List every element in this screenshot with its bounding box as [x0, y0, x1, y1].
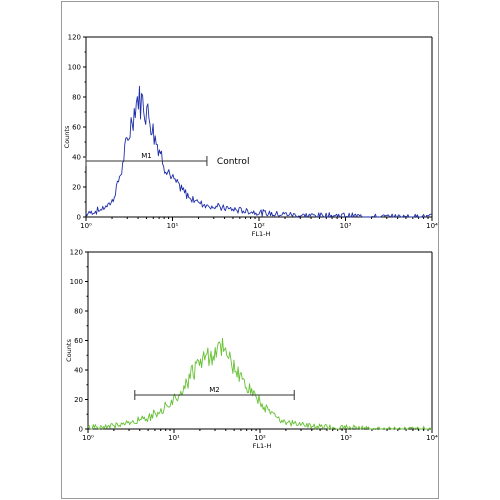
x-axis-title: FL1-H [253, 442, 272, 450]
gate-label: M1 [141, 152, 152, 160]
y-axis-title: Counts [63, 125, 71, 148]
x-tick-label: 10³ [340, 434, 352, 442]
y-tick-label: 120 [70, 249, 83, 257]
y-tick-label: 60 [72, 124, 81, 132]
histogram-trace [87, 337, 432, 430]
y-tick-label: 60 [74, 337, 83, 345]
x-axis-title: FL1-H [252, 230, 271, 238]
y-tick-label: 80 [72, 94, 81, 102]
x-tick-label: 10² [254, 434, 266, 442]
x-tick-label: 10⁰ [80, 222, 92, 230]
control-label: Control [217, 157, 250, 167]
histogram-trace [85, 85, 433, 218]
x-tick-label: 10⁴ [426, 434, 438, 442]
y-tick-label: 0 [79, 426, 83, 434]
y-tick-label: 20 [72, 184, 81, 192]
y-tick-label: 40 [74, 367, 83, 375]
x-tick-label: 10¹ [168, 434, 180, 442]
y-tick-label: 100 [70, 278, 83, 286]
histogram-panel-2: 0 20 40 60 80 100 120 10⁰ 10¹ 10² 10³ 10⁴ FL1-H Count… [65, 249, 438, 451]
x-tick-label: 10² [253, 222, 265, 230]
x-tick-label: 10¹ [167, 222, 179, 230]
x-tick-label: 10³ [340, 222, 352, 230]
y-tick-label: 80 [74, 308, 83, 316]
histogram-panels: 0 20 40 60 80 100 120 10⁰ 10¹ 10² 10³ 10⁴ FL1-H Count… [63, 34, 438, 451]
x-tick-label: 10⁴ [426, 222, 438, 230]
y-tick-label: 20 [74, 396, 83, 404]
y-tick-label: 40 [72, 154, 81, 162]
figure-frame [61, 1, 439, 499]
x-tick-label: 10⁰ [82, 434, 94, 442]
y-tick-label: 120 [68, 34, 81, 42]
gate-label: M2 [209, 386, 220, 394]
y-tick-label: 100 [68, 64, 81, 72]
y-axis-title: Counts [65, 339, 73, 362]
histogram-panel-1: 0 20 40 60 80 100 120 10⁰ 10¹ 10² 10³ 10⁴ FL1-H Count… [63, 34, 438, 239]
y-tick-label: 0 [77, 214, 81, 222]
